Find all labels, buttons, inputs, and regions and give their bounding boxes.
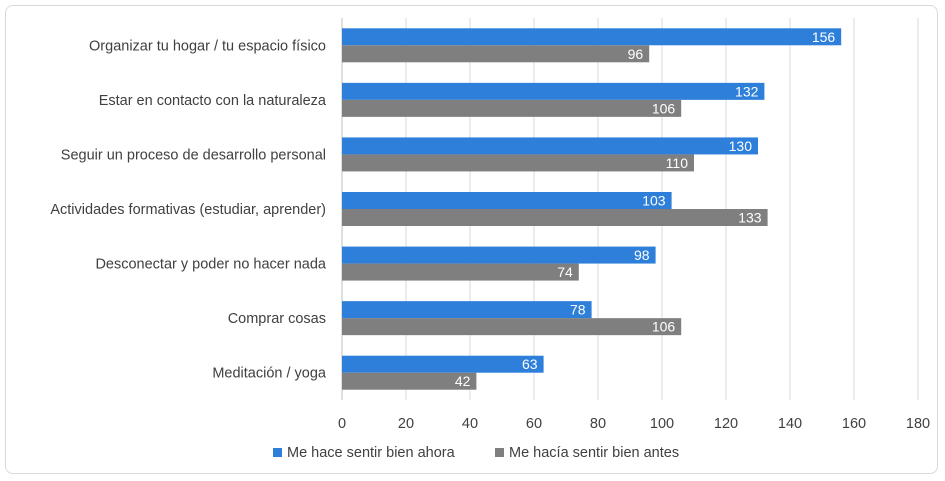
bar-ahora bbox=[342, 28, 842, 46]
x-tick-label: 80 bbox=[590, 416, 606, 432]
bar-ahora bbox=[342, 82, 765, 100]
legend: Me hace sentir bien ahora Me hacía sentir… bbox=[273, 445, 679, 461]
data-label: 106 bbox=[652, 100, 676, 116]
x-tick-label: 60 bbox=[526, 416, 542, 432]
x-tick-label: 120 bbox=[714, 416, 738, 432]
x-tick-labels: 0 20 40 60 80 100 120 140 160 180 bbox=[338, 416, 930, 432]
x-tick-label: 40 bbox=[462, 416, 478, 432]
category-label: Comprar cosas bbox=[228, 311, 326, 327]
data-label: 42 bbox=[455, 373, 471, 389]
bar-antes bbox=[342, 318, 682, 336]
data-label: 78 bbox=[570, 302, 586, 318]
bars: 156 96 132 106 130 110 103 133 98 74 78 106 63 42 bbox=[342, 28, 842, 390]
category-label: Estar en contacto con la naturaleza bbox=[99, 93, 327, 109]
category-label: Meditación / yoga bbox=[212, 366, 327, 382]
bar-ahora bbox=[342, 192, 672, 209]
data-label: 133 bbox=[738, 210, 762, 226]
x-tick-label: 20 bbox=[398, 416, 414, 432]
data-label: 156 bbox=[812, 29, 836, 45]
data-label: 98 bbox=[634, 247, 650, 263]
data-label: 103 bbox=[642, 193, 666, 209]
data-label: 130 bbox=[729, 138, 753, 154]
data-label: 110 bbox=[666, 155, 689, 171]
gridlines bbox=[341, 18, 919, 400]
bar-antes bbox=[342, 372, 477, 390]
bar-ahora bbox=[342, 301, 592, 319]
bar-antes bbox=[342, 263, 579, 281]
category-label: Seguir un proceso de desarrollo personal bbox=[61, 147, 326, 163]
x-tick-label: 100 bbox=[650, 416, 674, 432]
category-label: Desconectar y poder no hacer nada bbox=[95, 257, 326, 273]
data-label: 132 bbox=[735, 83, 759, 99]
x-tick-label: 0 bbox=[338, 416, 346, 432]
bar-antes bbox=[342, 154, 694, 172]
bar-antes bbox=[342, 45, 650, 63]
data-label: 74 bbox=[557, 264, 573, 280]
category-label: Organizar tu hogar / tu espacio físico bbox=[89, 38, 326, 54]
legend-swatch bbox=[273, 448, 282, 457]
legend-label: Me hacía sentir bien antes bbox=[509, 445, 679, 461]
bar-antes bbox=[342, 209, 768, 226]
bar-ahora bbox=[342, 246, 656, 264]
x-tick-label: 140 bbox=[778, 416, 802, 432]
category-label: Actividades formativas (estudiar, aprend… bbox=[50, 202, 326, 218]
category-labels: Organizar tu hogar / tu espacio físico Es… bbox=[50, 38, 327, 381]
data-label: 63 bbox=[522, 356, 538, 372]
legend-swatch bbox=[495, 448, 504, 457]
data-label: 96 bbox=[628, 46, 644, 62]
bar-antes bbox=[342, 99, 682, 117]
x-tick-label: 180 bbox=[906, 416, 930, 432]
bar-ahora bbox=[342, 137, 758, 155]
bar-ahora bbox=[342, 355, 544, 373]
x-tick-label: 160 bbox=[842, 416, 866, 432]
legend-label: Me hace sentir bien ahora bbox=[287, 445, 456, 461]
data-label: 106 bbox=[652, 319, 676, 335]
